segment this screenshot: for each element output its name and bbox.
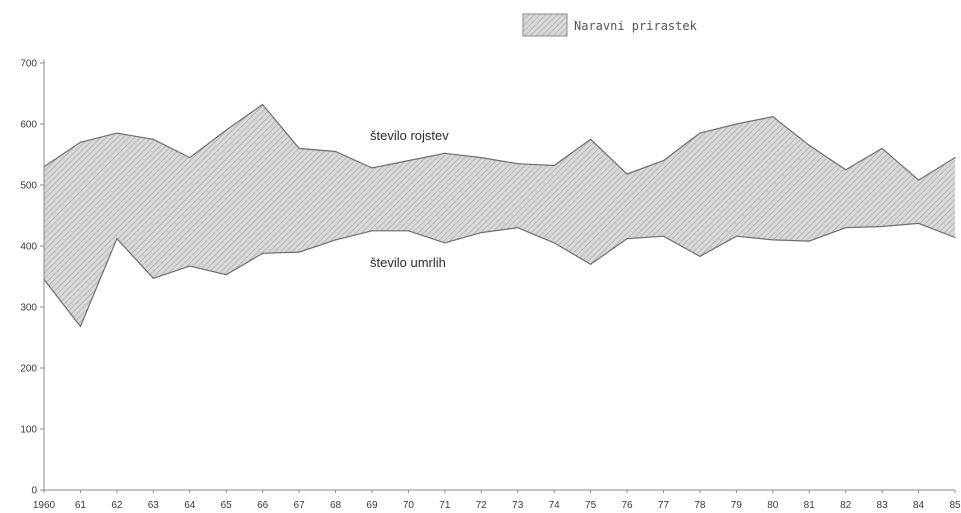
births-point-24: [917, 179, 920, 181]
births-point-8: [334, 150, 337, 153]
deaths-point-1: [79, 325, 82, 328]
x-tick-label-80: 80: [767, 500, 779, 511]
x-tick-label-77: 77: [658, 500, 670, 511]
deaths-point-25: [954, 236, 956, 239]
deaths-point-16: [626, 238, 628, 240]
deaths-line: [43, 222, 956, 328]
deaths-point-5: [225, 274, 227, 276]
births-point-13: [517, 163, 519, 165]
x-tick-label-79: 79: [731, 500, 743, 511]
deaths-point-14: [553, 242, 555, 244]
births-point-16: [626, 173, 628, 175]
deaths-point-18: [699, 255, 701, 257]
deaths-point-11: [444, 242, 446, 244]
births-point-5: [225, 129, 227, 131]
x-tick-label-67: 67: [294, 500, 306, 511]
x-tick-label-73: 73: [512, 500, 524, 511]
y-tick-label-100: 100: [20, 425, 37, 436]
deaths-point-21: [808, 240, 810, 242]
x-tick-label-65: 65: [221, 500, 233, 511]
deaths-point-10: [407, 230, 409, 232]
births-point-10: [407, 160, 409, 162]
x-tick-label-66: 66: [257, 500, 269, 511]
x-tick-label-82: 82: [840, 500, 852, 511]
births-point-17: [662, 160, 665, 162]
deaths-point-3: [152, 277, 154, 279]
y-tick-label-500: 500: [20, 181, 37, 192]
deaths-point-6: [262, 252, 264, 254]
births-point-4: [189, 156, 191, 159]
legend-label: Naravni prirastek: [574, 19, 698, 33]
deaths-point-22: [845, 227, 847, 229]
x-tick-label-70: 70: [403, 500, 415, 511]
deaths-point-23: [881, 225, 883, 228]
deaths-point-4: [189, 265, 191, 267]
y-tick-label-200: 200: [20, 364, 37, 375]
x-tick-label-84: 84: [913, 500, 925, 511]
x-tick-label-75: 75: [585, 500, 597, 511]
births-line: [43, 103, 956, 181]
y-tick-label-700: 700: [20, 59, 37, 70]
x-tick-label-85: 85: [949, 500, 961, 511]
deaths-point-12: [480, 231, 482, 234]
x-tick-label-78: 78: [694, 500, 706, 511]
births-point-6: [262, 103, 264, 106]
births-point-21: [808, 144, 810, 146]
x-tick-label-83: 83: [877, 500, 889, 511]
deaths-point-13: [517, 227, 519, 229]
deaths-point-2: [116, 238, 118, 240]
y-tick-label-0: 0: [31, 486, 37, 497]
births-point-19: [735, 123, 737, 125]
births-point-2: [116, 132, 118, 134]
x-tick-label-81: 81: [804, 500, 816, 511]
deaths-point-9: [371, 230, 373, 232]
births-point-25: [954, 156, 956, 159]
births-point-11: [444, 152, 446, 154]
x-tick-label-61: 61: [75, 500, 87, 511]
deaths-point-19: [735, 235, 737, 237]
x-tick-label-68: 68: [330, 500, 342, 511]
natural-increase-band: [44, 104, 955, 327]
deaths-point-24: [917, 222, 920, 225]
x-tick-label-74: 74: [549, 500, 561, 511]
births-point-23: [881, 147, 883, 149]
births-point-1: [79, 141, 82, 143]
deaths-point-15: [590, 263, 592, 265]
y-tick-label-300: 300: [20, 303, 37, 314]
births-point-22: [845, 169, 847, 171]
deaths-point-8: [334, 239, 337, 241]
y-tick-label-400: 400: [20, 242, 37, 253]
births-point-15: [590, 138, 592, 140]
x-tick-label-63: 63: [148, 500, 160, 511]
births-point-12: [480, 156, 482, 159]
deaths-point-7: [298, 251, 300, 253]
deaths-point-17: [662, 235, 665, 237]
x-tick-label-64: 64: [184, 500, 196, 511]
x-tick-label-72: 72: [476, 500, 488, 511]
x-tick-label-62: 62: [111, 500, 123, 511]
label-deaths: število umrlih: [370, 255, 446, 270]
label-births: število rojstev: [370, 128, 449, 143]
births-point-14: [553, 164, 555, 167]
births-point-9: [371, 167, 373, 169]
x-tick-label-69: 69: [366, 500, 378, 511]
births-point-7: [298, 147, 300, 149]
y-tick-label-600: 600: [20, 120, 37, 131]
legend-swatch: [522, 13, 568, 37]
births-point-3: [152, 138, 154, 140]
x-tick-label-71: 71: [439, 500, 451, 511]
legend: Naravni prirastek: [522, 13, 698, 37]
deaths-point-20: [772, 239, 774, 241]
births-point-20: [772, 116, 774, 118]
x-tick-label-76: 76: [621, 500, 633, 511]
births-point-18: [699, 132, 701, 134]
x-tick-label-1960: 1960: [33, 500, 56, 511]
